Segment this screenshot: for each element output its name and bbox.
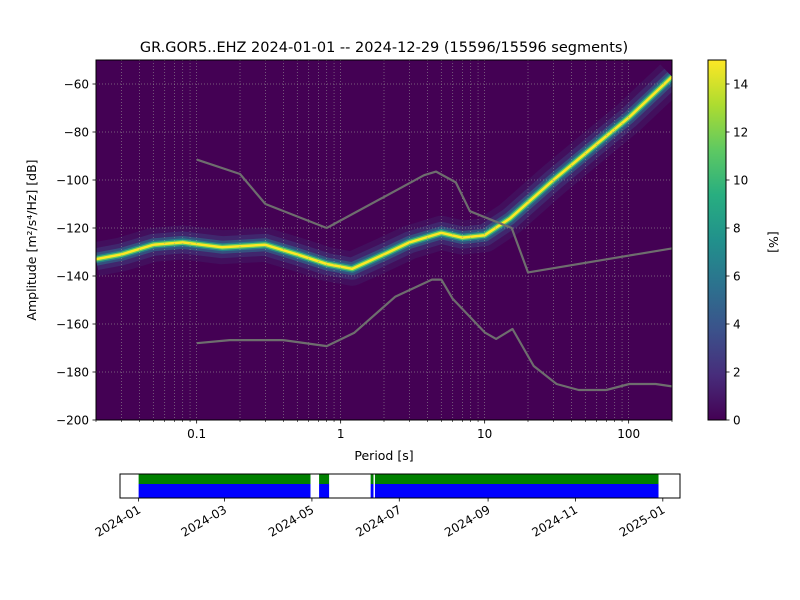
y-tick-label: −180: [56, 366, 89, 380]
x-axis: 0.1 1 10 100: [95, 420, 673, 441]
y-tick-label: −100: [56, 174, 89, 188]
colorbar-tick-label: 0: [733, 414, 741, 428]
colorbar-label: [%]: [766, 231, 781, 253]
processed-segment: [319, 474, 330, 484]
new-high-noise-model-line: [196, 158, 672, 274]
x-axis-label: Period [s]: [354, 448, 413, 463]
y-tick-label: −80: [64, 126, 89, 140]
colorbar-tick-label: 12: [733, 126, 748, 140]
colorbar-gradient: [707, 59, 727, 421]
y-tick-label: −160: [56, 318, 89, 332]
new-low-noise-model-line: [196, 278, 672, 392]
timeline-tick-label: 2024-11: [530, 502, 580, 539]
x-tick-label: 0.1: [187, 427, 206, 441]
colorbar-tick-label: 8: [733, 222, 741, 236]
timeline-tick-label: 2025-01: [617, 502, 667, 539]
processed-segment: [370, 474, 374, 484]
available-segment: [370, 484, 374, 498]
x-tick-label: 10: [477, 427, 492, 441]
grid-lines: [96, 60, 672, 420]
timeline-axis: 2024-01 2024-03 2024-05 2024-07 2024-09 2024-…: [93, 498, 667, 540]
y-tick-label: −60: [64, 78, 89, 92]
processed-segment: [138, 474, 311, 484]
timeline-tick-label: 2024-09: [442, 502, 492, 539]
processed-segment: [374, 474, 659, 484]
y-axis-label: Amplitude [m²/s⁴/Hz] [dB]: [24, 159, 39, 320]
y-tick-label: −120: [56, 222, 89, 236]
y-axis: −60 −80 −100 −120 −140 −160 −180 −200: [56, 78, 96, 428]
noise-models: [196, 158, 672, 392]
colorbar: 0 2 4 6 8 10 12 14 [%]: [707, 59, 781, 428]
timeline-tick-label: 2024-05: [266, 502, 316, 539]
colorbar-tick-label: 6: [733, 270, 741, 284]
available-segment: [374, 484, 659, 498]
colorbar-tick-label: 4: [733, 318, 741, 332]
available-segment: [319, 484, 330, 498]
timeline-tick-label: 2024-01: [93, 502, 143, 539]
ppsd-plot: 0.1 1 10 100 −60 −80 −100 −120 −140 −160 −180 −200…: [24, 59, 673, 463]
chart-title: GR.GOR5..EHZ 2024-01-01 -- 2024-12-29 (1…: [140, 40, 628, 56]
coverage-timeline: 2024-01 2024-03 2024-05 2024-07 2024-09 2024-…: [93, 473, 681, 540]
x-tick-label: 100: [617, 427, 640, 441]
timeline-tick-label: 2024-07: [353, 502, 403, 539]
colorbar-tick-label: 14: [733, 78, 748, 92]
available-segment: [138, 484, 311, 498]
coverage-bars: [138, 474, 659, 498]
y-tick-label: −200: [56, 414, 89, 428]
y-tick-label: −140: [56, 270, 89, 284]
timeline-tick-label: 2024-03: [179, 502, 229, 539]
colorbar-ticks: 0 2 4 6 8 10 12 14: [726, 78, 748, 428]
timeline-frame: [119, 473, 681, 499]
colorbar-tick-label: 10: [733, 174, 748, 188]
colorbar-tick-label: 2: [733, 366, 741, 380]
x-tick-label: 1: [337, 427, 345, 441]
